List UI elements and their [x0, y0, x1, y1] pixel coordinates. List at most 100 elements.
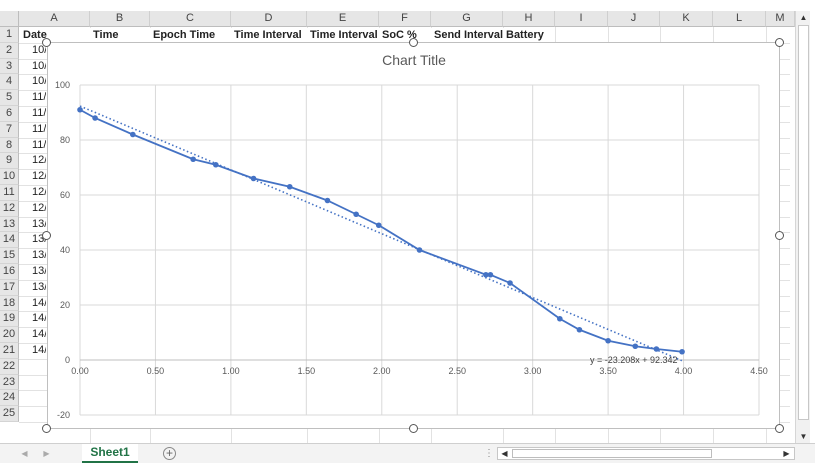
row-header-16[interactable]: 16: [0, 264, 19, 280]
row-header-20[interactable]: 20: [0, 327, 19, 343]
tab-sheet1[interactable]: Sheet1: [82, 444, 138, 463]
series-line[interactable]: [79, 108, 683, 353]
scroll-right-icon[interactable]: ▶: [783, 449, 790, 458]
data-point[interactable]: [557, 315, 563, 322]
row-header-10[interactable]: 10: [0, 169, 19, 185]
header-time-interval-1[interactable]: Time Interval: [231, 28, 307, 43]
next-sheet-icon[interactable]: ▶: [43, 449, 50, 458]
header-date[interactable]: Date: [20, 28, 90, 43]
data-point[interactable]: [92, 115, 98, 121]
cell-a4[interactable]: 10/: [32, 75, 46, 88]
data-point[interactable]: [576, 326, 583, 333]
row-header-12[interactable]: 12: [0, 200, 19, 217]
data-point[interactable]: [507, 280, 513, 286]
column-header-j[interactable]: J: [608, 11, 660, 27]
row-header-18[interactable]: 18: [0, 295, 19, 312]
row-header-21[interactable]: 21: [0, 343, 19, 359]
chart-area[interactable]: Chart Title 0.00 0.50 1.00 1.50 2.00 2.50 3.00…: [47, 42, 780, 429]
data-point[interactable]: [77, 106, 83, 113]
data-point[interactable]: [483, 271, 489, 278]
row-header-9[interactable]: 9: [0, 153, 19, 170]
data-point[interactable]: [324, 197, 331, 204]
add-sheet-icon[interactable]: +: [163, 447, 176, 460]
data-point[interactable]: [487, 271, 494, 278]
header-epoch-time[interactable]: Epoch Time: [150, 28, 231, 43]
cell-a7[interactable]: 11/: [32, 122, 46, 135]
vertical-scroll-thumb[interactable]: [798, 25, 809, 420]
row-header-15[interactable]: 15: [0, 248, 19, 264]
cell-a5[interactable]: 11/: [32, 91, 46, 104]
horizontal-scroll-thumb[interactable]: [512, 449, 712, 458]
cell-a12[interactable]: 12/: [32, 201, 46, 214]
column-header-i[interactable]: I: [555, 11, 608, 27]
resize-handle-right[interactable]: [775, 231, 784, 240]
row-header-4[interactable]: 4: [0, 74, 19, 91]
cell-a6[interactable]: 11/: [32, 107, 46, 119]
data-point[interactable]: [130, 131, 136, 138]
row-header-2[interactable]: 2: [0, 42, 19, 59]
chart-title[interactable]: Chart Title: [382, 52, 446, 68]
row-header-25[interactable]: 25: [0, 406, 19, 422]
data-point[interactable]: [416, 247, 423, 253]
cell-a15[interactable]: 13/: [32, 249, 46, 262]
scroll-down-icon[interactable]: ▼: [799, 432, 808, 441]
scroll-up-icon[interactable]: ▲: [799, 13, 808, 22]
row-header-5[interactable]: 5: [0, 90, 19, 106]
row-header-17[interactable]: 17: [0, 279, 19, 296]
cell-a2[interactable]: 10/: [32, 43, 46, 56]
data-point[interactable]: [679, 348, 685, 355]
column-header-b[interactable]: B: [90, 11, 150, 27]
cell-a13[interactable]: 13/: [32, 217, 46, 230]
data-point[interactable]: [213, 161, 219, 168]
split-handle-icon[interactable]: ⋮: [484, 448, 494, 459]
row-header-3[interactable]: 3: [0, 58, 19, 75]
cell-a19[interactable]: 14/: [32, 312, 46, 325]
column-header-l[interactable]: L: [713, 11, 766, 27]
scroll-left-icon[interactable]: ◀: [501, 449, 508, 458]
column-header-a[interactable]: A: [19, 11, 90, 27]
row-header-23[interactable]: 23: [0, 374, 19, 391]
resize-handle-bottom[interactable]: [409, 424, 418, 433]
trendline[interactable]: [79, 105, 684, 363]
prev-sheet-icon[interactable]: ◀: [21, 449, 28, 458]
cell-a10[interactable]: 12/: [32, 170, 46, 183]
row-header-22[interactable]: 22: [0, 358, 19, 375]
data-point[interactable]: [653, 346, 660, 352]
row-header-14[interactable]: 14: [0, 232, 19, 249]
row-header-11[interactable]: 11: [0, 185, 19, 201]
row-header-13[interactable]: 13: [0, 216, 19, 233]
data-point[interactable]: [375, 222, 382, 229]
row-header-24[interactable]: 24: [0, 390, 19, 407]
row-header-7[interactable]: 7: [0, 121, 19, 138]
header-soc[interactable]: SoC %: [379, 28, 431, 43]
cell-a17[interactable]: 13/: [32, 280, 46, 293]
resize-handle-bottom-right[interactable]: [775, 424, 784, 433]
data-point[interactable]: [632, 343, 639, 350]
select-all-corner[interactable]: [0, 11, 19, 27]
column-header-f[interactable]: F: [379, 11, 431, 27]
cell-a3[interactable]: 10/: [32, 59, 46, 72]
trendline-equation[interactable]: y = -23.208x + 92.342: [590, 355, 678, 365]
horizontal-scrollbar[interactable]: ◀ ▶: [497, 447, 795, 460]
column-header-h[interactable]: H: [503, 11, 555, 27]
data-point[interactable]: [605, 337, 611, 344]
data-point[interactable]: [353, 211, 359, 218]
column-header-d[interactable]: D: [231, 11, 307, 27]
column-header-k[interactable]: K: [660, 11, 713, 27]
column-header-c[interactable]: C: [150, 11, 231, 27]
column-header-e[interactable]: E: [307, 11, 379, 27]
row-header-8[interactable]: 8: [0, 137, 19, 154]
row-header-1[interactable]: 1: [0, 27, 19, 43]
resize-handle-left[interactable]: [42, 231, 51, 240]
row-header-19[interactable]: 19: [0, 311, 19, 328]
header-time[interactable]: Time: [90, 28, 150, 43]
cell-a9[interactable]: 12/: [32, 154, 46, 167]
vertical-scrollbar[interactable]: ▲ ▼: [795, 11, 810, 443]
cell-a16[interactable]: 13/: [32, 265, 46, 277]
resize-handle-top-left[interactable]: [42, 38, 51, 47]
column-header-m[interactable]: M: [766, 11, 795, 27]
resize-handle-bottom-left[interactable]: [42, 424, 51, 433]
data-point[interactable]: [190, 156, 196, 163]
resize-handle-top[interactable]: [409, 38, 418, 47]
data-point[interactable]: [286, 183, 293, 190]
